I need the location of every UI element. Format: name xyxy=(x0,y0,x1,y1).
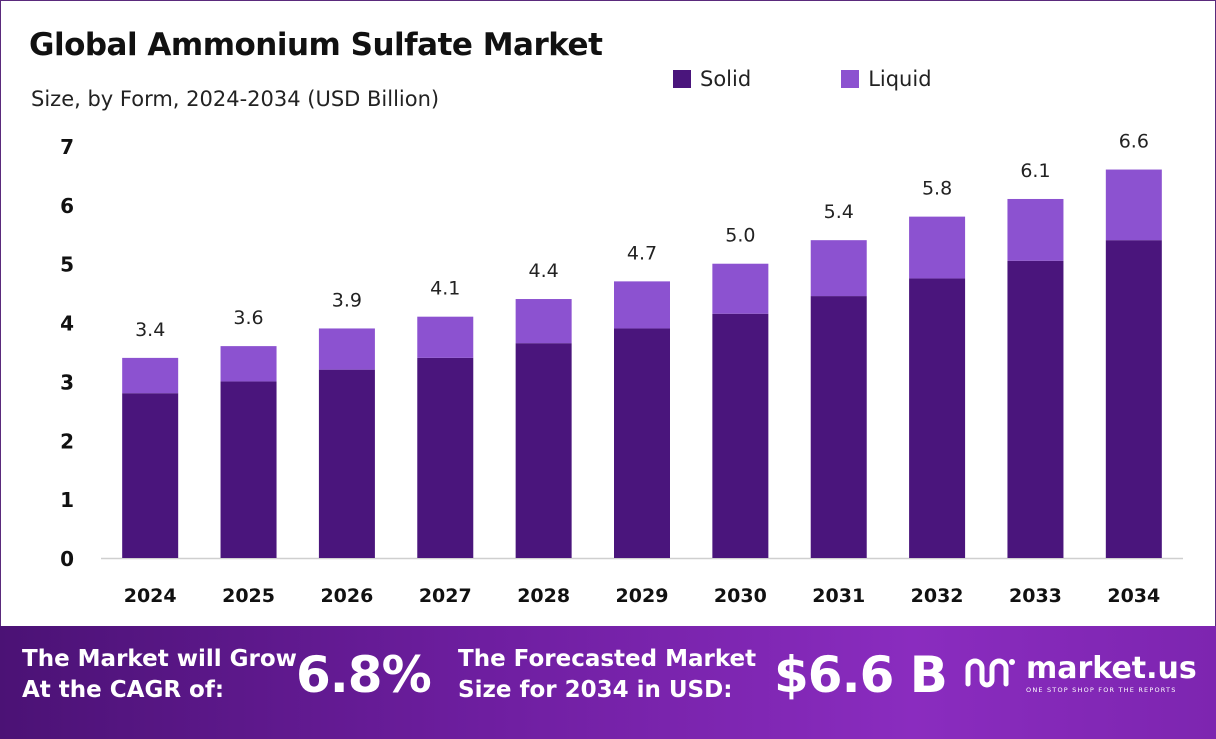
cagr-label: The Market will Grow At the CAGR of: xyxy=(22,644,297,706)
brand-logo: market.us ONE STOP SHOP FOR THE REPORTS xyxy=(962,654,1197,694)
bar-liquid-2027 xyxy=(417,316,474,358)
y-tick-label: 6 xyxy=(60,194,74,218)
bar-solid-2030 xyxy=(712,313,769,558)
cagr-label-line2: At the CAGR of: xyxy=(22,677,225,703)
cagr-value: 6.8% xyxy=(296,646,432,704)
data-label-total: 6.1 xyxy=(1020,160,1050,182)
bar-solid-2034 xyxy=(1105,240,1162,558)
legend-item-liquid: Liquid xyxy=(841,67,932,91)
legend: Solid Liquid xyxy=(673,67,932,91)
data-label-total: 4.1 xyxy=(430,278,460,300)
bar-solid-2026 xyxy=(318,369,375,558)
data-label-total: 3.4 xyxy=(135,319,165,341)
x-tick-label: 2034 xyxy=(1107,585,1160,607)
x-tick-label: 2024 xyxy=(124,585,177,607)
market-us-logo-icon xyxy=(965,658,1015,688)
x-tick-label: 2027 xyxy=(419,585,472,607)
y-tick-label: 0 xyxy=(60,547,74,571)
forecast-label-line2: Size for 2034 in USD: xyxy=(458,677,733,703)
x-tick-label: 2030 xyxy=(714,585,767,607)
data-label-total: 3.9 xyxy=(332,289,362,311)
bar-liquid-2031 xyxy=(810,240,867,297)
bar-liquid-2025 xyxy=(220,346,277,382)
bar-chart: 0 1 2 3 4 5 6 7 3.4 2024 3.6 2025 3.9 2026 4.1 2027 4.4 2… xyxy=(60,131,1183,607)
legend-label-liquid: Liquid xyxy=(868,67,932,91)
legend-swatch-liquid xyxy=(841,70,860,88)
legend-item-solid: Solid xyxy=(673,67,751,91)
y-tick-label: 4 xyxy=(60,312,74,336)
data-label-total: 4.7 xyxy=(627,242,657,264)
x-tick-label: 2026 xyxy=(320,585,373,607)
bar-liquid-2026 xyxy=(318,328,375,370)
bar-solid-2027 xyxy=(417,357,474,558)
data-label-total: 4.4 xyxy=(529,260,559,282)
bar-liquid-2032 xyxy=(909,216,966,279)
data-label-total: 6.6 xyxy=(1119,131,1149,153)
bar-liquid-2024 xyxy=(122,357,179,394)
data-label-total: 5.0 xyxy=(725,225,755,247)
bar-solid-2031 xyxy=(810,296,867,558)
bar-liquid-2033 xyxy=(1007,198,1064,261)
bar-solid-2033 xyxy=(1007,260,1064,558)
y-tick-label: 7 xyxy=(60,135,74,159)
x-tick-label: 2033 xyxy=(1009,585,1062,607)
y-tick-label: 1 xyxy=(60,488,74,512)
forecast-label-line1: The Forecasted Market xyxy=(458,646,757,672)
chart-subtitle: Size, by Form, 2024-2034 (USD Billion) xyxy=(31,87,440,111)
brand-tagline: ONE STOP SHOP FOR THE REPORTS xyxy=(1026,686,1177,694)
footer-banner: The Market will Grow At the CAGR of: 6.8… xyxy=(0,626,1216,739)
legend-swatch-solid xyxy=(673,70,691,88)
x-tick-label: 2028 xyxy=(517,585,570,607)
x-tick-label: 2032 xyxy=(911,585,964,607)
bar-liquid-2030 xyxy=(712,263,769,314)
y-tick-label: 2 xyxy=(60,429,74,453)
bar-liquid-2029 xyxy=(614,281,670,329)
brand-name: market.us xyxy=(1026,651,1197,686)
bar-solid-2028 xyxy=(515,343,572,558)
y-tick-label: 3 xyxy=(60,370,74,394)
x-tick-label: 2031 xyxy=(812,585,865,607)
chart-title: Global Ammonium Sulfate Market xyxy=(29,27,603,63)
data-label-total: 3.6 xyxy=(233,307,263,329)
y-tick-label: 5 xyxy=(60,253,74,277)
bar-solid-2025 xyxy=(220,381,277,558)
bar-solid-2029 xyxy=(614,328,670,558)
data-label-total: 5.8 xyxy=(922,178,952,200)
forecast-label: The Forecasted Market Size for 2034 in U… xyxy=(458,644,756,706)
x-tick-label: 2029 xyxy=(616,585,669,607)
legend-label-solid: Solid xyxy=(700,67,752,91)
forecast-value: $6.6 B xyxy=(774,646,948,704)
bar-solid-2024 xyxy=(122,393,179,558)
x-tick-label: 2025 xyxy=(222,585,275,607)
cagr-label-line1: The Market will Grow xyxy=(22,646,297,672)
data-label-total: 5.4 xyxy=(824,201,854,223)
bar-liquid-2028 xyxy=(515,299,572,344)
bar-liquid-2034 xyxy=(1105,169,1162,241)
bar-solid-2032 xyxy=(909,278,966,558)
